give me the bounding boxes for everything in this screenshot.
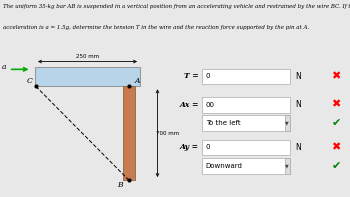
Text: N: N xyxy=(296,143,301,152)
FancyBboxPatch shape xyxy=(202,158,290,174)
FancyBboxPatch shape xyxy=(202,115,290,131)
Text: 0: 0 xyxy=(206,73,210,79)
Text: T =: T = xyxy=(184,72,201,80)
Bar xyxy=(122,86,135,180)
Text: 250 mm: 250 mm xyxy=(76,54,99,59)
Bar xyxy=(35,67,140,86)
Text: To the left: To the left xyxy=(206,120,240,126)
FancyBboxPatch shape xyxy=(285,115,290,131)
FancyBboxPatch shape xyxy=(202,139,290,155)
Text: N: N xyxy=(296,100,301,109)
Text: ✖: ✖ xyxy=(331,100,341,110)
Text: acceleration is a = 1.5g, determine the tension T in the wire and the reaction f: acceleration is a = 1.5g, determine the … xyxy=(3,25,309,30)
Text: ✖: ✖ xyxy=(331,142,341,152)
Text: a: a xyxy=(1,62,6,71)
Text: 0: 0 xyxy=(206,144,210,150)
FancyBboxPatch shape xyxy=(202,97,290,113)
Text: ✔: ✔ xyxy=(331,161,341,171)
Text: Ay =: Ay = xyxy=(180,143,201,151)
Text: B: B xyxy=(117,181,123,189)
Text: Ax =: Ax = xyxy=(179,101,201,109)
Text: Downward: Downward xyxy=(206,163,243,169)
FancyBboxPatch shape xyxy=(285,158,290,174)
Text: ▼: ▼ xyxy=(286,121,289,126)
Text: ▼: ▼ xyxy=(286,163,289,168)
Text: ✔: ✔ xyxy=(331,118,341,128)
FancyBboxPatch shape xyxy=(202,69,290,84)
Text: ✖: ✖ xyxy=(331,72,341,81)
Text: 700 mm: 700 mm xyxy=(156,131,180,136)
Text: 00: 00 xyxy=(206,102,215,108)
Text: N: N xyxy=(296,72,301,81)
Text: The uniform 35-kg bar AB is suspended in a vertical position from an acceleratin: The uniform 35-kg bar AB is suspended in… xyxy=(3,4,350,9)
Text: C: C xyxy=(27,77,33,85)
Text: A: A xyxy=(135,77,140,85)
